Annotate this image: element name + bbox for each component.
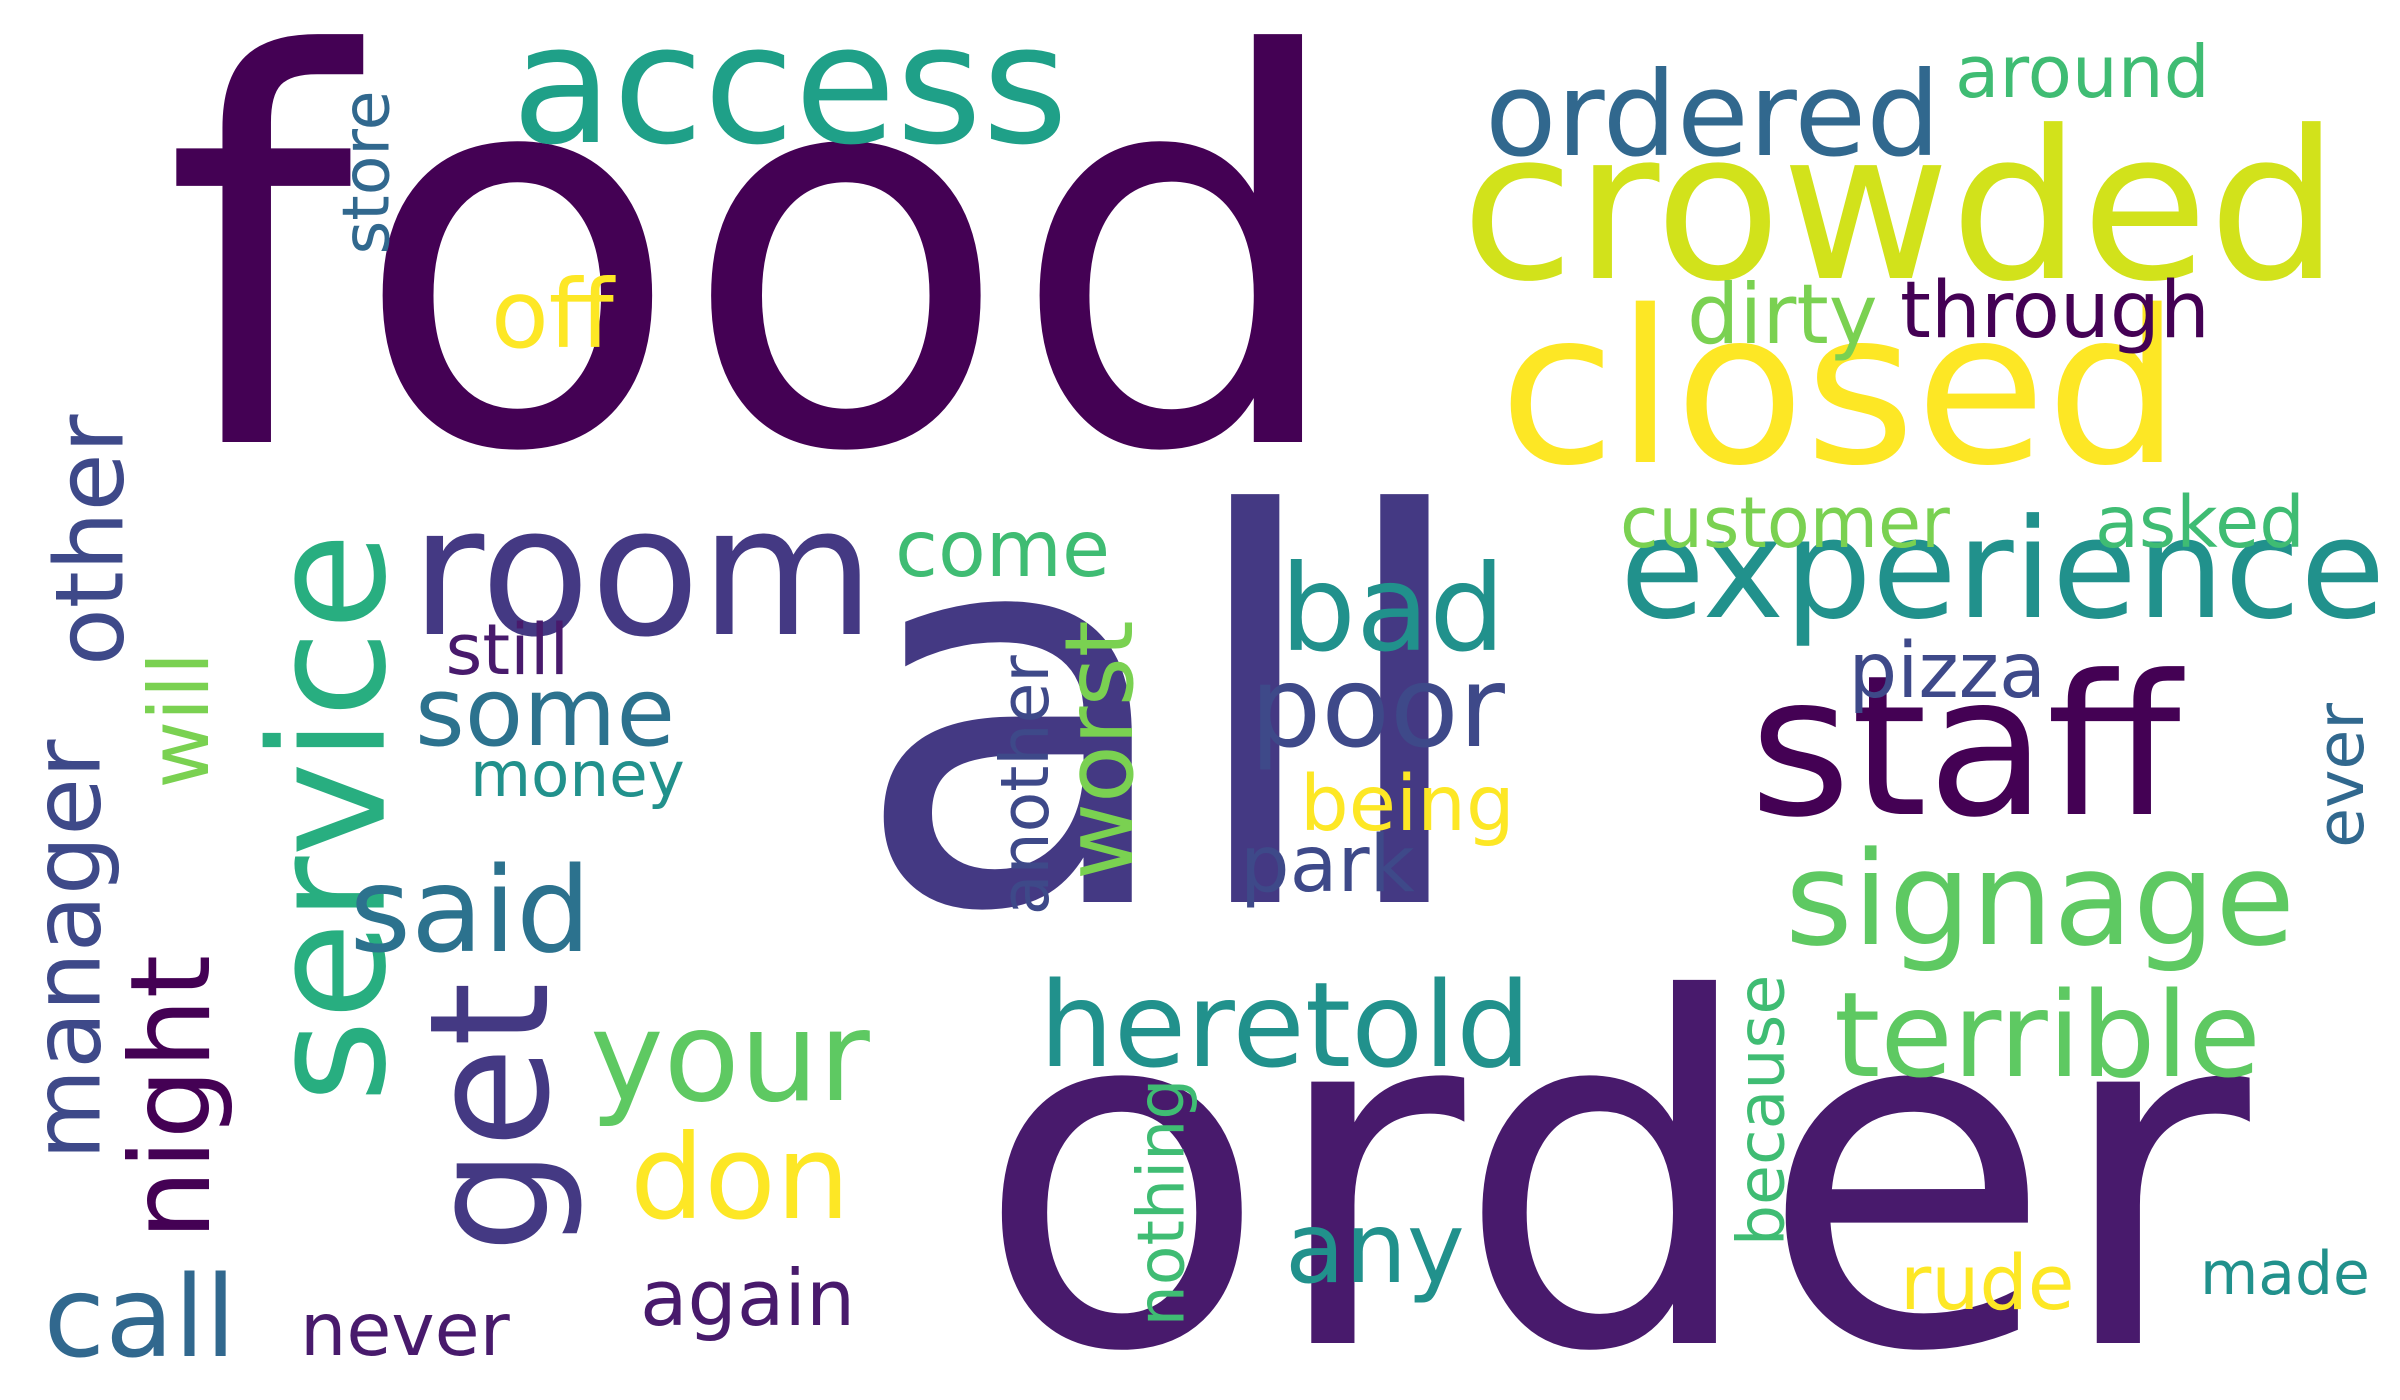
word-manager: manager xyxy=(12,739,122,1160)
word-terrible: terrible xyxy=(1834,966,2261,1104)
word-ever: ever xyxy=(2304,702,2380,848)
word-room: room xyxy=(410,467,875,677)
word-other: other xyxy=(35,414,146,666)
word-because: because xyxy=(1724,974,1800,1246)
word-any: any xyxy=(1285,1192,1465,1306)
word-off: off xyxy=(491,260,614,370)
word-never: never xyxy=(300,1287,510,1373)
word-park: park xyxy=(1240,819,1415,910)
word-said: said xyxy=(349,841,591,979)
word-ordered: ordered xyxy=(1485,45,1941,183)
word-around: around xyxy=(1955,30,2210,115)
word-rude: rude xyxy=(1900,1237,2075,1327)
word-store: store xyxy=(329,90,405,255)
word-service: service xyxy=(235,532,422,1103)
word-food: food xyxy=(164,0,1351,569)
word-access: access xyxy=(511,0,1069,181)
word-don: don xyxy=(630,1109,851,1246)
word-pizza: pizza xyxy=(1848,627,2047,716)
word-some: some xyxy=(415,655,676,768)
word-still: still xyxy=(445,607,570,691)
word-heretold: heretold xyxy=(1039,956,1532,1094)
word-another: another xyxy=(985,654,1064,915)
word-all: all xyxy=(851,404,1479,1029)
word-money: money xyxy=(470,737,685,811)
word-customer: customer xyxy=(1620,481,1950,564)
word-call: call xyxy=(43,1252,237,1383)
word-through: through xyxy=(1900,263,2210,356)
word-crowded: crowded xyxy=(1461,86,2340,327)
word-staff: staff xyxy=(1749,633,2181,860)
word-dirty: dirty xyxy=(1687,266,1878,363)
word-bad: bad xyxy=(1280,540,1506,679)
word-asked: asked xyxy=(2095,479,2305,564)
word-your: your xyxy=(590,984,870,1130)
word-worst: worst xyxy=(1044,620,1155,881)
word-come: come xyxy=(895,504,1111,595)
word-made: made xyxy=(2200,1239,2370,1309)
word-get: get xyxy=(393,981,586,1254)
word-being: being xyxy=(1300,759,1515,849)
word-signage: signage xyxy=(1785,824,2296,975)
word-poor: poor xyxy=(1250,642,1505,773)
word-nothing: nothing xyxy=(1123,1078,1199,1327)
word-order: order xyxy=(975,898,2250,1400)
word-will: will xyxy=(131,651,228,788)
word-again: again xyxy=(640,1254,856,1344)
word-closed: closed xyxy=(1499,266,2181,513)
word-experience: experience xyxy=(1620,489,2386,650)
word-night: night xyxy=(107,954,237,1241)
